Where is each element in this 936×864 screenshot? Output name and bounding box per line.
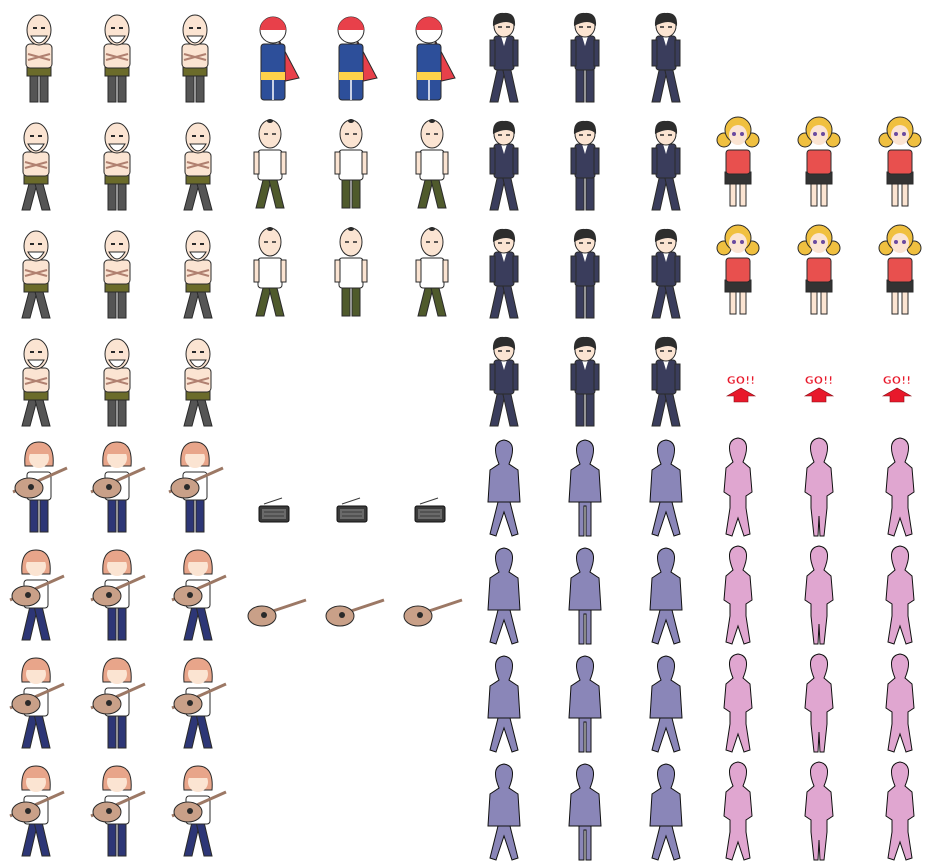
suit-man-icon (546, 108, 624, 216)
male-silhouette-icon (468, 540, 546, 648)
suit-man-icon (546, 216, 624, 324)
guitar-girl-icon (156, 756, 234, 864)
go-label: GO!! (883, 374, 911, 387)
guitar-girl-icon (0, 756, 78, 864)
suit-man-icon (468, 324, 546, 432)
blonde-girl-icon (702, 216, 780, 324)
female-silhouette-icon (780, 540, 858, 648)
blonde-girl-icon (858, 108, 936, 216)
old-man-icon (78, 216, 156, 324)
guitar-girl-icon (156, 540, 234, 648)
bald-man-icon (234, 216, 312, 324)
old-man-icon (0, 324, 78, 432)
male-silhouette-icon (546, 432, 624, 540)
old-man-icon (156, 216, 234, 324)
female-silhouette-icon (858, 648, 936, 756)
male-silhouette-icon (624, 540, 702, 648)
guitar-girl-icon (78, 648, 156, 756)
caped-hero-icon (390, 0, 468, 108)
male-silhouette-icon (624, 432, 702, 540)
suit-man-icon (468, 216, 546, 324)
bald-man-icon (234, 108, 312, 216)
suit-man-icon (546, 0, 624, 108)
guitar-girl-icon (0, 540, 78, 648)
guitar-girl-icon (156, 648, 234, 756)
bald-man-icon (390, 216, 468, 324)
blonde-girl-icon (780, 108, 858, 216)
go-arrow-icon: GO!! (858, 324, 936, 432)
old-man-icon (0, 216, 78, 324)
suit-man-icon (624, 216, 702, 324)
male-silhouette-icon (546, 540, 624, 648)
old-man-icon (0, 0, 78, 108)
old-man-icon (78, 324, 156, 432)
go-arrow-icon: GO!! (702, 324, 780, 432)
female-silhouette-icon (780, 432, 858, 540)
male-silhouette-icon (624, 756, 702, 864)
male-silhouette-icon (546, 648, 624, 756)
female-silhouette-icon (702, 432, 780, 540)
male-silhouette-icon (468, 648, 546, 756)
bald-man-icon (390, 108, 468, 216)
guitar-girl-icon (78, 432, 156, 540)
suit-man-icon (624, 108, 702, 216)
suit-man-icon (468, 0, 546, 108)
female-silhouette-icon (702, 540, 780, 648)
old-man-icon (156, 108, 234, 216)
bald-man-icon (312, 216, 390, 324)
caped-hero-icon (312, 0, 390, 108)
go-label: GO!! (727, 374, 755, 387)
male-silhouette-icon (468, 432, 546, 540)
male-silhouette-icon (468, 756, 546, 864)
female-silhouette-icon (858, 540, 936, 648)
female-silhouette-icon (780, 648, 858, 756)
suit-man-icon (624, 324, 702, 432)
guitar-icon (234, 540, 312, 648)
female-silhouette-icon (780, 756, 858, 864)
old-man-icon (0, 108, 78, 216)
guitar-icon (390, 540, 468, 648)
guitar-girl-icon (78, 756, 156, 864)
male-silhouette-icon (546, 756, 624, 864)
blonde-girl-icon (702, 108, 780, 216)
old-man-icon (156, 324, 234, 432)
guitar-girl-icon (78, 540, 156, 648)
suit-man-icon (546, 324, 624, 432)
guitar-girl-icon (0, 432, 78, 540)
female-silhouette-icon (858, 756, 936, 864)
suit-man-icon (624, 0, 702, 108)
guitar-icon (312, 540, 390, 648)
female-silhouette-icon (702, 648, 780, 756)
bald-man-icon (312, 108, 390, 216)
caped-hero-icon (234, 0, 312, 108)
female-silhouette-icon (702, 756, 780, 864)
guitar-girl-icon (156, 432, 234, 540)
guitar-girl-icon (0, 648, 78, 756)
blonde-girl-icon (858, 216, 936, 324)
suit-man-icon (468, 108, 546, 216)
female-silhouette-icon (858, 432, 936, 540)
old-man-icon (78, 108, 156, 216)
male-silhouette-icon (624, 648, 702, 756)
blonde-girl-icon (780, 216, 858, 324)
go-label: GO!! (805, 374, 833, 387)
radio-icon (390, 432, 468, 540)
go-arrow-icon: GO!! (780, 324, 858, 432)
old-man-icon (156, 0, 234, 108)
old-man-icon (78, 0, 156, 108)
radio-icon (234, 432, 312, 540)
radio-icon (312, 432, 390, 540)
